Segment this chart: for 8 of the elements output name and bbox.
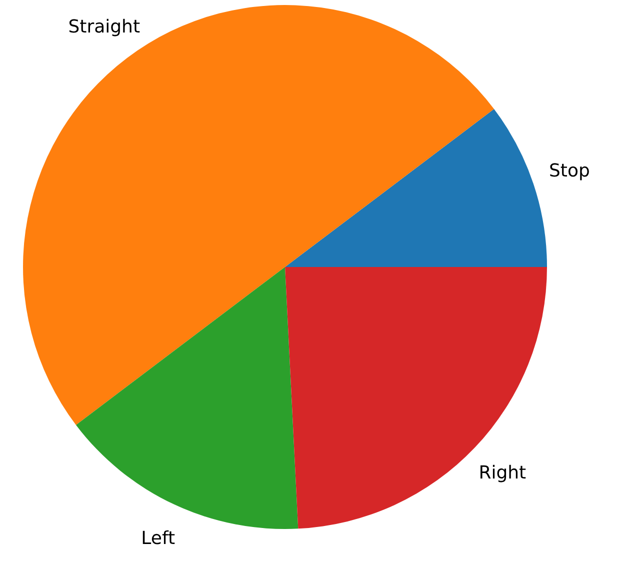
slice-label: Stop: [548, 160, 590, 182]
pie-slice: [285, 267, 547, 529]
pie-slice: [285, 109, 547, 267]
slice-label: Left: [141, 528, 176, 549]
slice-label: Straight: [68, 16, 140, 38]
pie-slice: [76, 267, 298, 529]
slice-label: Right: [478, 462, 526, 484]
pie-slice: [23, 5, 494, 425]
